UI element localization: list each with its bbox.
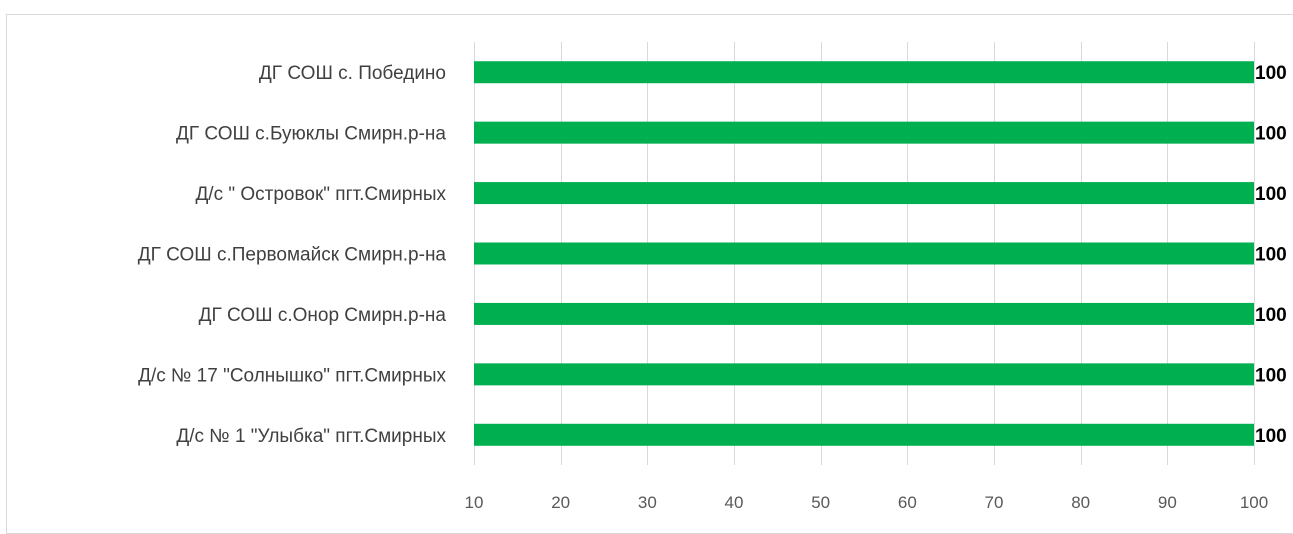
category-label-2: ДГ СОШ с.Буюклы Смирн.р-на [176,124,446,145]
data-label-3: 100 [1255,184,1287,205]
bar-4 [474,242,1254,265]
bar-5 [474,302,1254,325]
x-tick-label-50: 50 [811,493,830,512]
bar-7 [474,423,1254,446]
x-tick-label-10: 10 [465,493,484,512]
data-label-2: 100 [1255,124,1287,145]
category-label-7: Д/с № 1 "Улыбка" пгт.Смирных [176,426,446,447]
x-tick-labels: 10 20 30 40 50 60 70 80 90 100 [465,493,1269,512]
data-label-4: 100 [1255,245,1287,266]
x-tick-label-100: 100 [1240,493,1268,512]
category-label-5: ДГ СОШ с.Онор Смирн.р-на [199,305,447,326]
x-tick-label-70: 70 [985,493,1004,512]
data-label-7: 100 [1255,426,1287,447]
x-tick-label-30: 30 [638,493,657,512]
bar-1 [474,61,1254,84]
category-label-6: Д/с № 17 "Солнышко" пгт.Смирных [138,365,446,386]
category-label-4: ДГ СОШ с.Первомайск Смирн.р-на [138,245,447,266]
category-labels: ДГ СОШ с. Победино ДГ СОШ с.Буюклы Смирн.… [138,63,447,447]
data-label-5: 100 [1255,305,1287,326]
category-label-1: ДГ СОШ с. Победино [259,63,446,84]
x-tick-label-40: 40 [725,493,744,512]
x-tick-label-80: 80 [1071,493,1090,512]
bar-2 [474,121,1254,144]
category-label-3: Д/с " Островок" пгт.Смирных [195,184,446,205]
x-tick-label-90: 90 [1158,493,1177,512]
bars [474,61,1254,446]
data-label-6: 100 [1255,365,1287,386]
data-labels: 100 100 100 100 100 100 100 [1255,63,1287,447]
bar-6 [474,363,1254,386]
chart-frame [6,14,1293,534]
data-label-1: 100 [1255,63,1287,84]
x-tick-label-20: 20 [551,493,570,512]
bar-3 [474,182,1254,205]
x-tick-label-60: 60 [898,493,917,512]
